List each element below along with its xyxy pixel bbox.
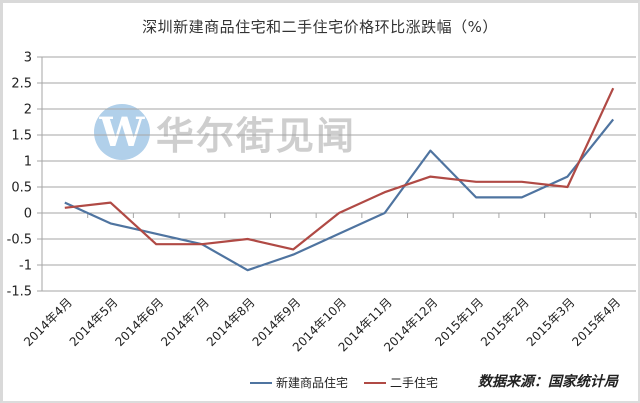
legend: 新建商品住宅 二手住宅	[250, 374, 438, 391]
y-axis: 3 2.5 2 1.5 1 0.5 0 -0.5 -1 -1.5	[7, 51, 43, 300]
gridlines	[37, 56, 636, 292]
x-tick-label: 2014年8月	[204, 295, 258, 349]
y-tick-label: -0.5	[7, 233, 32, 248]
x-tick-label: 2015年1月	[432, 295, 486, 349]
y-tick-label: -1	[19, 259, 32, 274]
x-tick-label: 2014年5月	[67, 295, 121, 349]
y-tick-label: 3	[24, 51, 32, 66]
y-tick-label: 1	[24, 155, 32, 170]
x-tick-label: 2015年3月	[524, 295, 578, 349]
x-tick-label: 2015年2月	[478, 295, 532, 349]
y-tick-label: 0	[24, 207, 32, 222]
legend-label-new-homes: 新建商品住宅	[276, 376, 349, 390]
y-tick-label: -1.5	[7, 285, 32, 300]
series-line-second-hand	[64, 87, 615, 251]
legend-swatch-new-homes	[250, 381, 272, 384]
y-tick-label: 1.5	[11, 129, 32, 144]
x-tick-label: 2014年4月	[21, 295, 75, 349]
x-tick-label: 2015年4月	[569, 295, 623, 349]
data-source-note: 数据来源：国家统计局	[478, 374, 618, 390]
series-line-new-homes	[64, 118, 615, 272]
y-tick-label: 2.5	[11, 77, 32, 92]
x-tick-label: 2014年6月	[112, 295, 166, 349]
y-tick-label: 2	[24, 103, 32, 118]
data-series	[64, 87, 615, 272]
legend-swatch-second-hand	[364, 381, 387, 384]
legend-label-second-hand: 二手住宅	[390, 376, 439, 390]
chart-title: 深圳新建商品住宅和二手住宅价格环比涨跌幅（%）	[142, 18, 498, 36]
x-axis: 2014年4月2014年5月2014年6月2014年7月2014年8月2014年…	[21, 213, 637, 354]
legend-item-new-homes: 新建商品住宅	[250, 374, 348, 391]
y-tick-label: 0.5	[11, 181, 32, 196]
x-tick-label: 2014年7月	[158, 295, 212, 349]
legend-item-second-hand: 二手住宅	[364, 374, 438, 391]
watermark-logo-icon: W	[94, 104, 150, 160]
